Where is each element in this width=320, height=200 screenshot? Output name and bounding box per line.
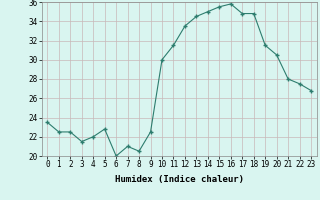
X-axis label: Humidex (Indice chaleur): Humidex (Indice chaleur) [115,175,244,184]
